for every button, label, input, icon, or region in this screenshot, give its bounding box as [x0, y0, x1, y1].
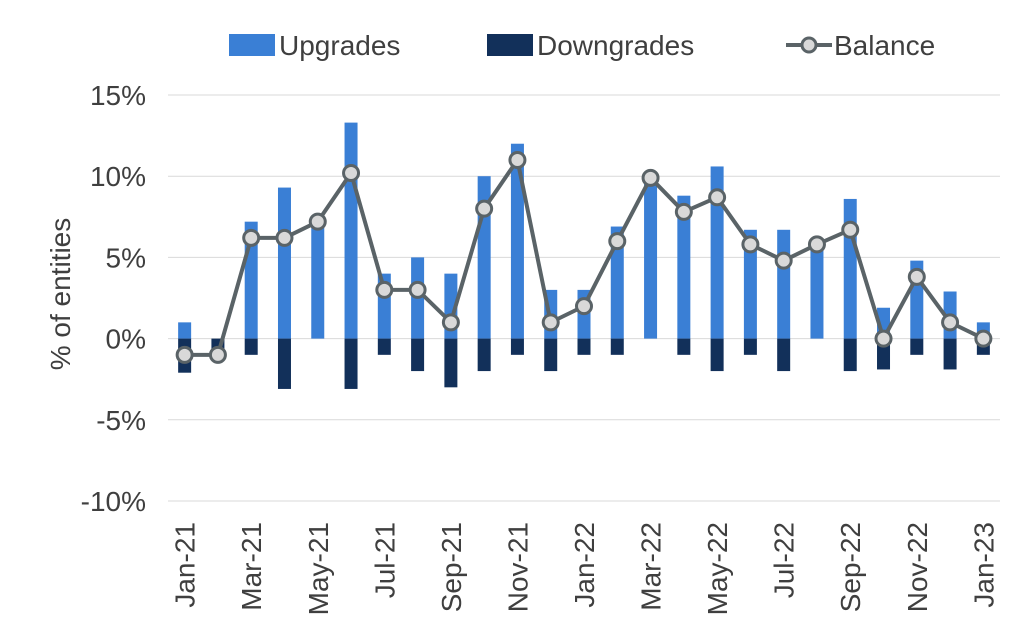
y-tick-label: 15% [90, 80, 146, 111]
balance-point [608, 232, 627, 251]
bar-downgrades [444, 338, 458, 388]
balance-point [208, 345, 227, 364]
bar-downgrades [544, 338, 558, 372]
x-tick-label: Nov-22 [902, 522, 933, 612]
bar-downgrades [677, 338, 691, 355]
balance-point [475, 199, 494, 218]
bar-downgrades [344, 338, 358, 389]
legend-label-balance: Balance [834, 30, 935, 61]
balance-point [641, 168, 660, 187]
balance-point [175, 345, 194, 364]
balance-point [308, 212, 327, 231]
x-tick-label: May-21 [303, 522, 334, 615]
balance-point [408, 280, 427, 299]
balance-line-group [175, 150, 993, 364]
balance-point [941, 313, 960, 332]
balance-point [807, 235, 826, 254]
x-tick-label: Jan-21 [170, 522, 201, 608]
balance-point [375, 280, 394, 299]
y-axis-title: % of entities [45, 218, 76, 371]
bar-downgrades [577, 338, 591, 355]
bar-downgrades [843, 338, 857, 372]
bar-downgrades [377, 338, 391, 355]
bar-upgrades [777, 229, 791, 339]
x-axis-ticks: Jan-21 Mar-21 May-21 Jul-21 Sep-21 Nov-21 Jan-… [170, 522, 1000, 615]
bar-upgrades [311, 221, 325, 339]
bar-upgrades [743, 229, 757, 339]
balance-point [774, 251, 793, 270]
bar-upgrades [510, 143, 524, 339]
bar-downgrades [943, 338, 957, 370]
bar-upgrades [610, 226, 624, 339]
bar-downgrades [411, 338, 425, 372]
x-tick-label: Nov-21 [502, 522, 533, 612]
balance-point [541, 313, 560, 332]
legend-swatch-upgrades [229, 34, 275, 56]
balance-point [974, 329, 993, 348]
balance-point [874, 329, 893, 348]
bar-downgrades [477, 338, 491, 372]
balance-point [242, 228, 261, 247]
x-tick-label: Jan-23 [968, 522, 999, 608]
balance-point [708, 188, 727, 207]
bar-downgrades [510, 338, 524, 355]
x-tick-label: Jul-22 [769, 522, 800, 598]
bar-upgrades [178, 322, 192, 339]
legend-label-downgrades: Downgrades [537, 30, 694, 61]
bar-downgrades [277, 338, 291, 389]
bar-upgrades [644, 179, 658, 339]
balance-point [575, 297, 593, 316]
bar-upgrades [810, 244, 824, 339]
y-tick-label: 0% [106, 324, 146, 355]
bar-upgrades [843, 198, 857, 339]
bar-downgrades [244, 338, 258, 355]
legend: Upgrades Downgrades Balance [229, 30, 935, 61]
x-tick-label: Sep-22 [835, 522, 866, 612]
x-tick-label: Jan-22 [569, 522, 600, 608]
y-tick-label: 5% [106, 242, 146, 273]
balance-point [275, 228, 294, 247]
bar-upgrades [344, 122, 358, 339]
balance-point [907, 267, 926, 286]
legend-marker-balance [800, 36, 818, 54]
bar-downgrades [610, 338, 624, 355]
x-tick-label: Jul-21 [369, 522, 400, 598]
bar-upgrades [277, 187, 291, 339]
balance-point [674, 202, 693, 221]
x-tick-label: Mar-21 [236, 522, 267, 611]
y-tick-label: -5% [96, 405, 146, 436]
balance-point [508, 150, 527, 169]
x-tick-label: Sep-21 [436, 522, 467, 612]
legend-label-upgrades: Upgrades [279, 30, 400, 61]
y-tick-label: -10% [81, 486, 146, 517]
bar-downgrades [910, 338, 924, 355]
gridlines [168, 94, 1000, 502]
bar-downgrades [710, 338, 724, 372]
bar-downgrades [777, 338, 791, 372]
balance-point [841, 220, 860, 239]
x-tick-label: May-22 [702, 522, 733, 615]
bar-upgrades [677, 195, 691, 339]
bars [178, 122, 990, 389]
bar-downgrades [743, 338, 757, 355]
x-tick-label: Mar-22 [636, 522, 667, 611]
balance-point [741, 235, 760, 254]
bar-upgrades [710, 166, 724, 339]
legend-swatch-downgrades [487, 34, 533, 56]
y-tick-label: 10% [90, 161, 146, 192]
balance-point [441, 313, 460, 332]
balance-point [342, 163, 361, 182]
y-axis-ticks: 15% 10% 5% 0% -5% -10% [81, 80, 146, 517]
